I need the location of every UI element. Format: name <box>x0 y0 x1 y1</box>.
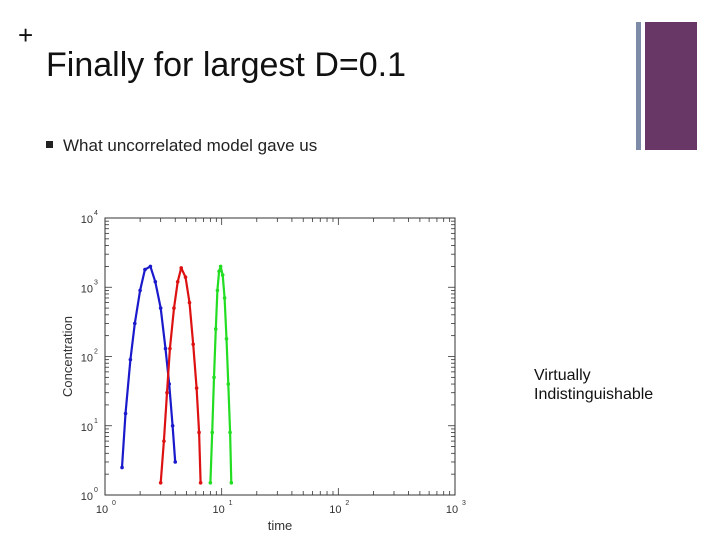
series-1-point <box>153 279 158 284</box>
slide-title: Finally for largest D=0.1 <box>46 46 406 84</box>
series-1-point <box>143 267 147 272</box>
series-1-point <box>120 465 124 470</box>
series-3-point <box>213 327 218 331</box>
bullet-square-icon <box>46 141 53 149</box>
series-1-point <box>163 346 168 351</box>
y-tick-label: 10 <box>81 353 93 365</box>
bullet-text: What uncorrelated model gave us <box>63 136 318 155</box>
series-2-point <box>172 306 176 310</box>
series-2-point <box>194 386 199 390</box>
x-tick-label: 10 <box>96 504 108 516</box>
y-tick-label: 10 <box>81 422 93 434</box>
series-2-line <box>159 266 202 483</box>
accent-line <box>636 22 641 150</box>
series-3-line <box>209 265 233 483</box>
series-1-line <box>120 265 177 468</box>
series-2-point <box>191 342 195 347</box>
annotation-line-1: Virtually <box>534 367 591 384</box>
y-tick-exponent: 3 <box>94 279 98 286</box>
x-tick-label: 10 <box>446 504 458 516</box>
series-2-point <box>197 430 201 435</box>
series-3-point <box>212 375 216 380</box>
x-tick-exponent: 2 <box>345 500 349 507</box>
series-3-point <box>224 337 229 341</box>
bullet-item: What uncorrelated model gave us <box>46 136 317 156</box>
y-tick-label: 10 <box>81 491 93 503</box>
annotation-text: Virtually Indistinguishable <box>534 366 653 404</box>
accent-box <box>645 22 697 150</box>
annotation-line-2: Indistinguishable <box>534 386 654 403</box>
series-2-point <box>179 266 184 270</box>
series-1-point <box>158 306 163 310</box>
series-1-point <box>170 423 175 428</box>
series-2-point <box>187 300 192 305</box>
y-tick-exponent: 0 <box>94 487 98 494</box>
y-axis-label: Concentration <box>60 316 75 397</box>
slide-plus-mark: + <box>18 20 34 50</box>
x-tick-exponent: 1 <box>229 500 233 507</box>
series-3-point <box>217 269 221 274</box>
series-2-point <box>168 346 172 351</box>
series-2-point <box>175 279 180 284</box>
series-2-point <box>162 439 166 443</box>
plot-frame <box>104 217 456 496</box>
series-2-point <box>183 275 188 279</box>
y-tick-label: 10 <box>81 283 93 295</box>
series-3-point <box>220 273 225 277</box>
series-3-point <box>210 430 215 435</box>
series-3-point <box>229 481 234 485</box>
series-3-point <box>226 382 231 386</box>
series-1-point <box>148 264 153 269</box>
series-3-point <box>215 288 220 293</box>
x-axis-label: time <box>268 518 293 533</box>
x-tick-exponent: 0 <box>112 500 116 507</box>
y-tick-label: 10 <box>81 214 93 226</box>
series-2-point <box>198 481 203 485</box>
series-3-point <box>218 264 223 269</box>
series-1-point <box>132 321 137 326</box>
y-tick-exponent: 4 <box>94 210 98 217</box>
series-3-point <box>228 430 232 435</box>
series-2-point <box>165 390 169 395</box>
y-tick-exponent: 1 <box>94 418 98 425</box>
series-1-point <box>128 357 133 362</box>
series-1-point <box>123 411 128 416</box>
x-tick-exponent: 3 <box>462 500 466 507</box>
y-tick-exponent: 2 <box>94 349 98 356</box>
x-tick-label: 10 <box>213 504 225 516</box>
series-1-point <box>173 460 178 464</box>
series-1-point <box>138 288 142 293</box>
series-3-point <box>208 481 213 485</box>
series-2-point <box>158 481 163 485</box>
series-3-point <box>222 296 227 300</box>
x-tick-label: 10 <box>329 504 341 516</box>
